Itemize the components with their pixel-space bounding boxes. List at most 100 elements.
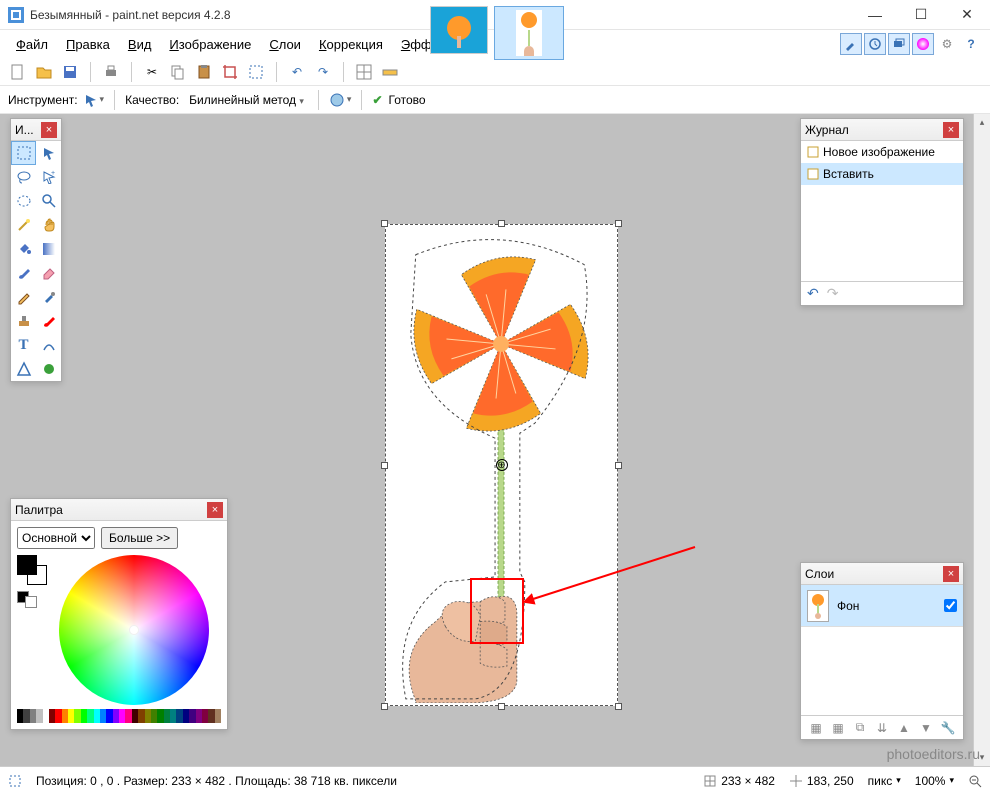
layer-down-icon[interactable]: ▼ <box>917 719 935 737</box>
paste-icon[interactable] <box>194 62 214 82</box>
tool-gradient[interactable] <box>36 237 61 261</box>
layers-window-icon[interactable] <box>888 33 910 55</box>
menu-image[interactable]: Изображение <box>161 34 259 55</box>
tool-pan[interactable] <box>36 213 61 237</box>
layer-up-icon[interactable]: ▲ <box>895 719 913 737</box>
grid-icon[interactable] <box>354 62 374 82</box>
selection-center-icon: ⊕ <box>496 459 508 471</box>
menu-edit[interactable]: Правка <box>58 34 118 55</box>
status-cursor: 183, 250 <box>789 774 854 788</box>
sampling-icon[interactable]: ▾ <box>329 92 352 108</box>
app-icon <box>8 7 24 23</box>
copy-icon[interactable] <box>168 62 188 82</box>
history-item[interactable]: Вставить <box>801 163 963 185</box>
maximize-button[interactable]: ☐ <box>898 0 944 30</box>
statusbar: Позиция: 0 , 0 . Размер: 233 × 482 . Пло… <box>0 766 990 794</box>
redo-icon[interactable]: ↷ <box>313 62 333 82</box>
settings-icon[interactable]: ⚙ <box>936 33 958 55</box>
cut-icon[interactable]: ✂ <box>142 62 162 82</box>
history-item[interactable]: Новое изображение <box>801 141 963 163</box>
color-strip[interactable] <box>17 709 221 723</box>
watermark: photoeditors.ru <box>887 746 980 762</box>
vertical-scrollbar[interactable]: ▴ ▾ <box>973 114 990 766</box>
tool-text[interactable]: T <box>11 333 36 357</box>
quality-dropdown[interactable]: Билинейный метод ▾ <box>185 91 308 109</box>
color-wheel[interactable] <box>59 555 209 705</box>
window-title: Безымянный - paint.net версия 4.2.8 <box>30 8 231 22</box>
tool-clone[interactable] <box>11 309 36 333</box>
tool-brush[interactable] <box>11 261 36 285</box>
layers-panel-close[interactable]: × <box>943 566 959 582</box>
colors-panel-close[interactable]: × <box>207 502 223 518</box>
tools-window-icon[interactable] <box>840 33 862 55</box>
colors-panel-title: Палитра <box>15 503 207 517</box>
tool-recolor[interactable] <box>36 309 61 333</box>
new-icon[interactable] <box>8 62 28 82</box>
history-panel: Журнал× Новое изображениеВставить ↶ ↷ <box>800 118 964 306</box>
colors-panel: Палитра× Основной Больше >> <box>10 498 228 730</box>
main-toolbar: ✂ ↶ ↷ <box>0 58 990 86</box>
zoom-out-icon[interactable] <box>968 774 982 788</box>
colors-window-icon[interactable] <box>912 33 934 55</box>
minimize-button[interactable]: — <box>852 0 898 30</box>
layer-item[interactable]: Фон <box>801 585 963 627</box>
annotation-box <box>470 578 524 644</box>
tool-move-selection[interactable] <box>36 141 61 165</box>
layers-panel: Слои× Фон ▦ ▦ ⧉ ⇊ ▲ ▼ 🔧 <box>800 562 964 740</box>
save-icon[interactable] <box>60 62 80 82</box>
tool-magic-wand[interactable] <box>11 213 36 237</box>
ruler-icon[interactable] <box>380 62 400 82</box>
history-undo-icon[interactable]: ↶ <box>807 285 819 302</box>
status-zoom[interactable]: 100% ▾ <box>915 774 954 788</box>
history-window-icon[interactable] <box>864 33 886 55</box>
thumb-1[interactable] <box>430 6 488 54</box>
print-icon[interactable] <box>101 62 121 82</box>
status-ready: Готово <box>389 93 426 107</box>
open-icon[interactable] <box>34 62 54 82</box>
status-check-icon: ✔ <box>372 93 382 107</box>
tool-fill[interactable] <box>11 237 36 261</box>
tool-rect-select[interactable] <box>11 141 36 165</box>
tool-shapes[interactable] <box>11 357 36 381</box>
tool-lasso[interactable] <box>11 165 36 189</box>
tools-panel-close[interactable]: × <box>41 122 57 138</box>
tool-label: Инструмент: <box>8 93 78 107</box>
color-swatch[interactable] <box>215 709 221 723</box>
help-icon[interactable]: ? <box>960 33 982 55</box>
menu-view[interactable]: Вид <box>120 34 160 55</box>
history-redo-icon[interactable]: ↷ <box>827 285 839 302</box>
colors-more-button[interactable]: Больше >> <box>101 527 178 549</box>
deselect-icon[interactable] <box>246 62 266 82</box>
history-panel-title: Журнал <box>805 123 943 137</box>
tool-move-pixels[interactable]: + <box>36 165 61 189</box>
color-mode-select[interactable]: Основной <box>17 527 95 549</box>
tool-pencil[interactable] <box>11 285 36 309</box>
tool-zoom[interactable] <box>36 189 61 213</box>
primary-secondary-swatches[interactable] <box>17 555 51 589</box>
layer-props-icon[interactable]: 🔧 <box>939 719 957 737</box>
layer-duplicate-icon[interactable]: ⧉ <box>851 719 869 737</box>
crop-icon[interactable] <box>220 62 240 82</box>
tools-panel-title: И... <box>15 123 41 137</box>
tool-line[interactable] <box>36 333 61 357</box>
tool-selector[interactable]: ▾ <box>84 93 105 107</box>
undo-icon[interactable]: ↶ <box>287 62 307 82</box>
menu-adjustments[interactable]: Коррекция <box>311 34 391 55</box>
thumb-2[interactable] <box>494 6 564 60</box>
layer-add-icon[interactable]: ▦ <box>807 719 825 737</box>
tool-shapes-fill[interactable] <box>36 357 61 381</box>
status-position: Позиция: 0 , 0 . Размер: 233 × 482 . Пло… <box>36 774 397 788</box>
tool-ellipse-select[interactable] <box>11 189 36 213</box>
status-units[interactable]: пикс ▾ <box>868 774 901 788</box>
close-button[interactable]: ✕ <box>944 0 990 30</box>
history-panel-close[interactable]: × <box>943 122 959 138</box>
layer-delete-icon[interactable]: ▦ <box>829 719 847 737</box>
layer-merge-icon[interactable]: ⇊ <box>873 719 891 737</box>
layers-panel-title: Слои <box>805 567 943 581</box>
status-dims: 233 × 482 <box>703 774 775 788</box>
tool-color-picker[interactable] <box>36 285 61 309</box>
menu-layers[interactable]: Слои <box>261 34 309 55</box>
tool-eraser[interactable] <box>36 261 61 285</box>
menu-file[interactable]: Файл <box>8 34 56 55</box>
tool-options-bar: Инструмент: ▾ Качество: Билинейный метод… <box>0 86 990 114</box>
